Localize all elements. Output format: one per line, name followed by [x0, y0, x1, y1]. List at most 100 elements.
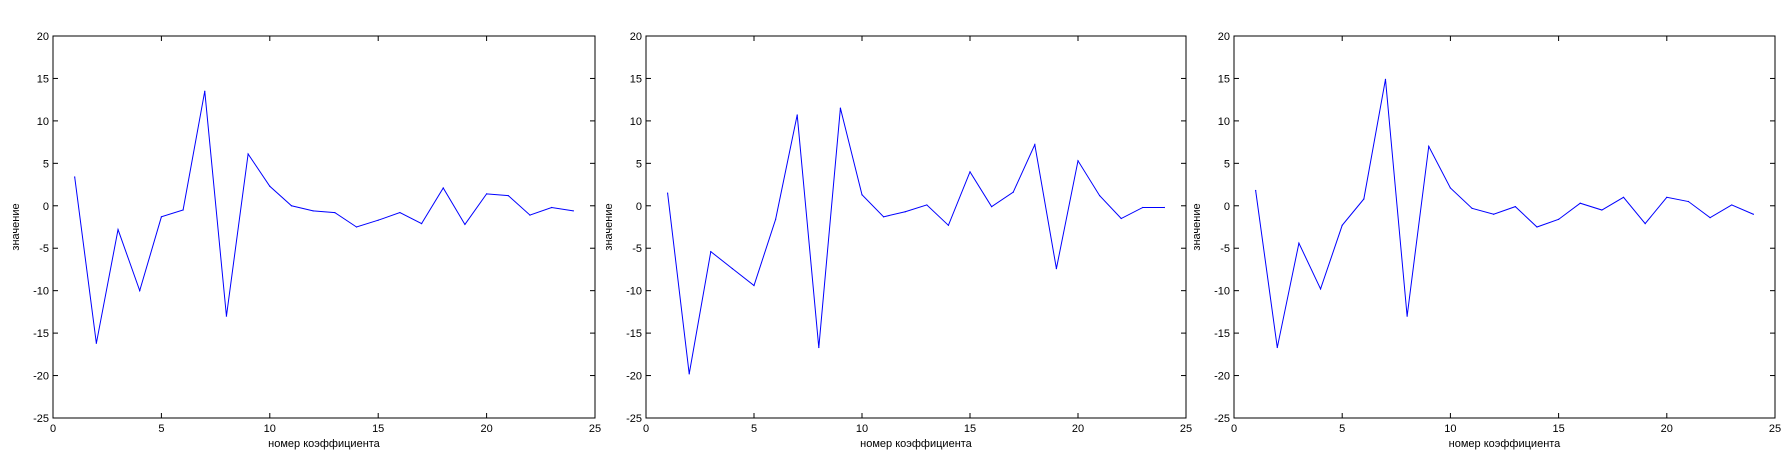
- data-point: [1622, 196, 1625, 198]
- data-point: [1034, 144, 1036, 146]
- y-tick-label: 5: [1224, 158, 1230, 170]
- y-tick-label: -5: [632, 243, 642, 255]
- y-tick-label: 5: [43, 158, 49, 170]
- data-point: [1142, 206, 1144, 209]
- data-point: [507, 194, 509, 197]
- y-tick-label: -10: [1214, 286, 1230, 298]
- x-tick-label: 5: [158, 423, 164, 435]
- x-tick-label: 25: [1769, 423, 1781, 435]
- data-point: [1077, 160, 1079, 162]
- series-line: [1255, 79, 1754, 348]
- data-point: [1012, 191, 1014, 193]
- data-point: [775, 218, 777, 220]
- data-point: [969, 171, 971, 173]
- y-tick-label: -20: [33, 371, 49, 383]
- data-point: [74, 176, 76, 178]
- y-tick-label: -25: [33, 413, 49, 425]
- data-point: [1644, 223, 1646, 225]
- x-axis-label: номер коэффициента: [1449, 438, 1562, 450]
- y-tick-label: -15: [33, 328, 49, 340]
- x-tick-label: 25: [1180, 423, 1192, 435]
- y-axis-label: значение: [1191, 203, 1203, 250]
- data-point: [667, 192, 669, 194]
- y-tick-label: -25: [1214, 413, 1230, 425]
- y-tick-label: -15: [1214, 328, 1230, 340]
- chart-panel-3: 0 5 10 15 20 25 -25 -20 -15 -10 -5 0 5 10 15 20 номер ко…: [1191, 31, 1781, 450]
- plot-area-frame: [645, 35, 1187, 419]
- data-point: [904, 211, 906, 213]
- x-tick-label: 10: [264, 423, 276, 435]
- data-point: [464, 223, 466, 226]
- data-point: [1163, 206, 1165, 209]
- x-tick-label: 10: [856, 423, 868, 435]
- data-point: [312, 210, 314, 212]
- data-point: [1709, 217, 1711, 219]
- data-point: [926, 204, 928, 206]
- plot-area-frame: [1233, 35, 1776, 419]
- data-point: [839, 107, 842, 109]
- chart-panel-1: 0 5 10 15 20 25 -25 -20 -15 -10 -5 0 5 10 15 20 номер ко…: [10, 31, 601, 450]
- data-point: [551, 206, 553, 209]
- x-tick-label: 15: [1552, 423, 1564, 435]
- y-tick-label: -15: [626, 328, 642, 340]
- data-point: [269, 185, 271, 187]
- y-tick-label: 0: [43, 201, 49, 213]
- data-point: [883, 216, 885, 218]
- data-point: [442, 187, 444, 189]
- data-point: [1449, 187, 1451, 189]
- data-point: [1099, 194, 1101, 197]
- y-tick-label: 15: [1218, 73, 1230, 85]
- data-point: [1558, 218, 1560, 220]
- data-point: [1687, 200, 1690, 203]
- data-point: [1514, 206, 1516, 208]
- y-tick-label: -20: [1214, 371, 1230, 383]
- y-tick-label: -10: [626, 286, 642, 298]
- data-point: [1276, 346, 1278, 349]
- x-tick-label: 5: [1339, 423, 1345, 435]
- data-point: [117, 228, 119, 231]
- data-point: [1255, 189, 1257, 192]
- data-point: [1666, 196, 1668, 198]
- data-point: [1493, 213, 1495, 215]
- data-point: [1579, 202, 1581, 204]
- data-point: [225, 315, 228, 317]
- x-tick-label: 10: [1444, 423, 1456, 435]
- series-line: [74, 91, 574, 344]
- y-tick-label: 20: [630, 31, 642, 43]
- chart-panel-2: 0 5 10 15 20 25 -25 -20 -15 -10 -5 0 5 10 15 20 номер ко…: [603, 31, 1192, 450]
- data-point: [947, 224, 950, 226]
- y-tick-label: -5: [39, 243, 49, 255]
- x-tick-label: 15: [964, 423, 976, 435]
- data-point: [334, 211, 336, 214]
- y-tick-label: 0: [1224, 201, 1230, 213]
- y-tick-label: -10: [33, 286, 49, 298]
- data-point: [247, 153, 249, 155]
- x-tick-label: 0: [1231, 423, 1237, 435]
- data-point: [1536, 226, 1538, 228]
- data-point: [861, 194, 863, 196]
- y-axis-label: значение: [10, 203, 22, 250]
- data-point: [1384, 78, 1387, 80]
- x-tick-label: 20: [1661, 423, 1673, 435]
- data-point: [1601, 209, 1603, 211]
- data-point: [1055, 267, 1057, 270]
- x-tick-label: 0: [643, 423, 649, 435]
- data-point: [355, 226, 358, 228]
- data-point: [182, 209, 184, 211]
- x-tick-label: 0: [50, 423, 56, 435]
- x-tick-label: 5: [751, 423, 757, 435]
- data-point: [796, 114, 798, 116]
- data-point: [1752, 213, 1754, 215]
- data-point: [1298, 242, 1300, 244]
- plot-area-frame: [52, 35, 596, 419]
- x-axis-label: номер коэффициента: [860, 438, 973, 450]
- series-line: [667, 108, 1165, 374]
- data-point: [529, 214, 531, 216]
- y-tick-label: -25: [626, 413, 642, 425]
- x-tick-label: 25: [589, 423, 601, 435]
- y-tick-label: 15: [630, 73, 642, 85]
- data-point: [1319, 288, 1322, 290]
- x-tick-label: 15: [372, 423, 384, 435]
- data-point: [1341, 224, 1343, 226]
